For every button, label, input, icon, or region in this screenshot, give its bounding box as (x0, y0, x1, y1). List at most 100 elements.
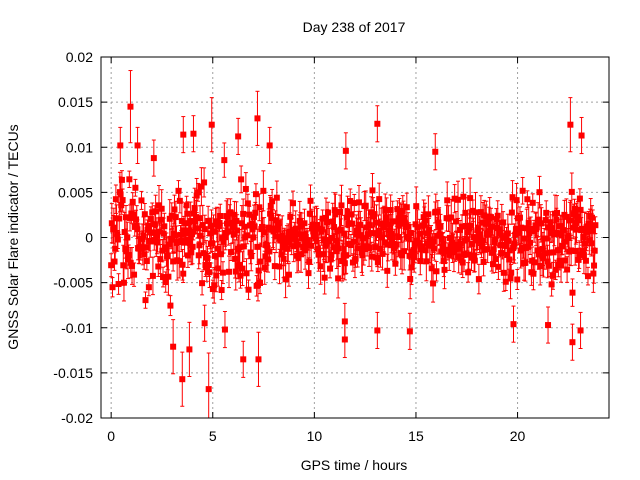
data-point (529, 199, 536, 206)
data-point (187, 218, 194, 225)
data-point (150, 229, 157, 236)
data-point (493, 216, 500, 223)
data-point (289, 200, 296, 207)
data-point (588, 240, 595, 247)
data-point (238, 176, 245, 183)
data-point (164, 253, 171, 260)
data-point (190, 130, 197, 137)
data-point (230, 221, 237, 228)
data-point (129, 198, 136, 205)
data-point (163, 246, 170, 253)
data-point (590, 270, 597, 277)
data-point (399, 252, 406, 259)
data-point (174, 239, 181, 246)
data-point (257, 258, 264, 265)
data-point (569, 289, 576, 296)
data-point (301, 220, 308, 227)
data-point (363, 224, 370, 231)
data-point (168, 212, 175, 219)
data-point (392, 260, 399, 267)
data-point (347, 242, 354, 249)
data-point (208, 121, 215, 128)
data-point (153, 232, 160, 239)
data-point (112, 196, 119, 203)
data-point (572, 226, 579, 233)
y-tick-label: -0.015 (53, 365, 93, 381)
data-point (428, 265, 435, 272)
data-point (512, 231, 519, 238)
data-point (349, 220, 356, 227)
data-point (331, 207, 338, 214)
data-point (216, 219, 223, 226)
data-point (568, 247, 575, 254)
data-point (565, 232, 572, 239)
data-point (149, 272, 156, 279)
data-point (444, 248, 451, 255)
data-point (186, 346, 193, 353)
data-point (221, 326, 228, 333)
data-point (285, 239, 292, 246)
data-point (352, 255, 359, 262)
data-point (184, 252, 191, 259)
data-point (577, 206, 584, 213)
data-point (452, 218, 459, 225)
data-point (141, 211, 148, 218)
data-point (394, 206, 401, 213)
data-point (181, 239, 188, 246)
data-point (201, 320, 208, 327)
data-point (236, 244, 243, 251)
data-point (256, 279, 263, 286)
data-point (463, 223, 470, 230)
data-point (488, 249, 495, 256)
data-point (405, 235, 412, 242)
data-point (407, 229, 414, 236)
data-point (395, 233, 402, 240)
data-point (530, 270, 537, 277)
data-point (166, 215, 173, 222)
data-point (125, 252, 132, 259)
data-point (316, 251, 323, 258)
data-point (233, 217, 240, 224)
data-point (231, 211, 238, 218)
data-point (130, 211, 137, 218)
data-point (170, 258, 177, 265)
data-point (252, 209, 259, 216)
data-point (459, 223, 466, 230)
data-point (471, 252, 478, 259)
data-point (242, 185, 249, 192)
x-tick-label: 5 (209, 428, 217, 444)
data-point (334, 241, 341, 248)
data-point (127, 103, 134, 110)
data-point (122, 214, 129, 221)
data-point (119, 197, 126, 204)
data-point (190, 228, 197, 235)
data-point (381, 239, 388, 246)
data-point (574, 217, 581, 224)
x-tick-label: 15 (408, 428, 424, 444)
data-point (355, 199, 362, 206)
data-point (114, 236, 121, 243)
data-point (190, 210, 197, 217)
data-point (575, 256, 582, 263)
data-point (374, 120, 381, 127)
data-point (477, 209, 484, 216)
data-point (438, 235, 445, 242)
data-point (576, 251, 583, 258)
data-point (353, 231, 360, 238)
data-point (221, 234, 228, 241)
data-point (335, 245, 342, 252)
data-point (525, 243, 532, 250)
data-point (134, 142, 141, 149)
data-point (399, 207, 406, 214)
data-point (302, 233, 309, 240)
data-point (350, 238, 357, 245)
data-point (145, 222, 152, 229)
data-point (292, 225, 299, 232)
data-point (314, 245, 321, 252)
data-point (199, 222, 206, 229)
data-point (195, 252, 202, 259)
data-point (171, 206, 178, 213)
data-point (464, 229, 471, 236)
data-point (527, 226, 534, 233)
data-point (195, 189, 202, 196)
